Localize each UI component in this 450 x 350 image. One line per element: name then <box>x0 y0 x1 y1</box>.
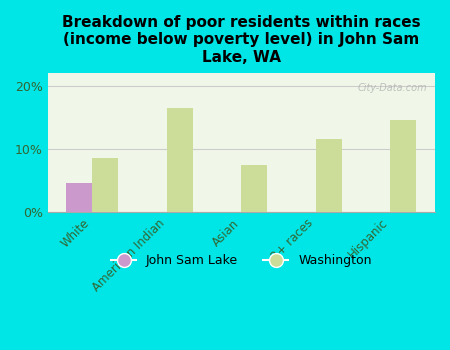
Bar <box>241 164 267 212</box>
Text: City-Data.com: City-Data.com <box>358 83 427 93</box>
Bar <box>92 158 118 212</box>
Bar <box>390 120 416 212</box>
Title: Breakdown of poor residents within races
(income below poverty level) in John Sa: Breakdown of poor residents within races… <box>62 15 421 65</box>
Bar <box>167 108 193 212</box>
Bar <box>66 183 92 212</box>
Legend: John Sam Lake, Washington: John Sam Lake, Washington <box>106 249 377 272</box>
Bar <box>316 139 342 212</box>
